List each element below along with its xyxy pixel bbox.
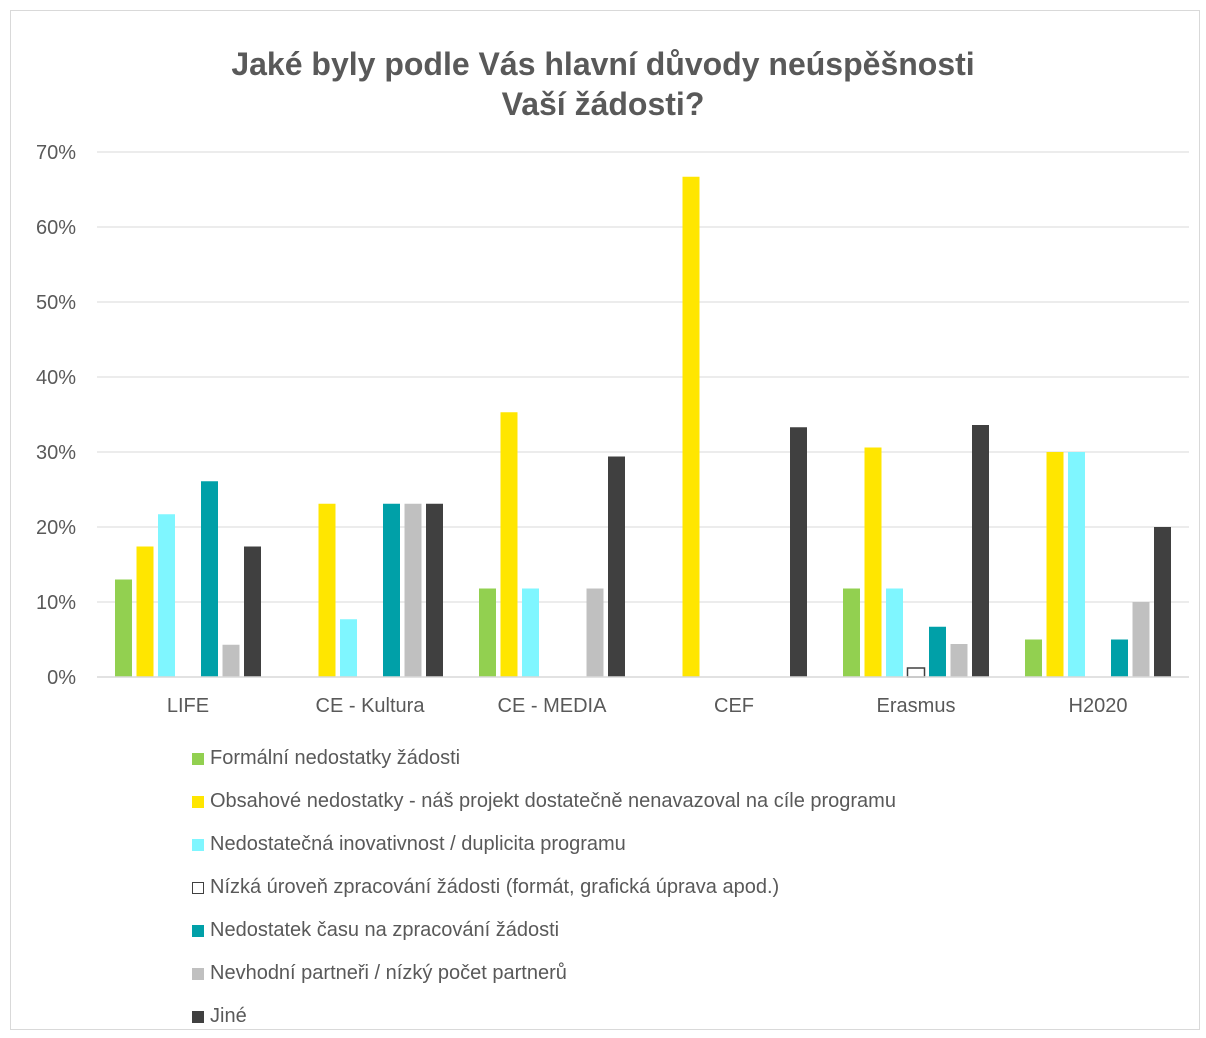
bar [929, 626, 946, 677]
bar [608, 456, 625, 677]
legend-label: Formální nedostatky žádosti [210, 747, 461, 769]
x-tick-label: LIFE [167, 695, 209, 717]
bar [906, 667, 926, 678]
legend-label: Nízká úroveň zpracování žádosti (formát,… [210, 876, 780, 898]
legend-item: Jiné [192, 995, 896, 1038]
legend-swatch [192, 1010, 204, 1023]
gridlines [97, 151, 1189, 603]
bar [426, 503, 443, 677]
bar [500, 412, 518, 677]
legend-swatch [192, 752, 204, 765]
bar [318, 503, 336, 677]
legend-label: Nedostatečná inovativnost / duplicita pr… [210, 833, 626, 855]
x-tick-label: CEF [714, 695, 754, 717]
bar [340, 619, 357, 677]
bar [1068, 452, 1085, 677]
legend-item: Obsahové nedostatky - náš projekt dostat… [192, 780, 896, 823]
bar [1132, 602, 1150, 677]
y-tick-label: 20% [36, 517, 76, 539]
chart-legend: Formální nedostatky žádosti Obsahové nedo… [192, 737, 896, 1038]
y-tick-label: 0% [47, 667, 76, 689]
bar [886, 588, 903, 677]
legend-label: Obsahové nedostatky - náš projekt dostat… [210, 790, 896, 812]
bar [1046, 452, 1064, 677]
bar [522, 588, 539, 677]
legend-item: Nízká úroveň zpracování žádosti (formát,… [192, 866, 896, 909]
y-tick-label: 40% [36, 367, 76, 389]
bar [404, 503, 422, 677]
legend-swatch [192, 838, 204, 851]
bar [950, 644, 968, 677]
y-tick-label: 30% [36, 442, 76, 464]
legend-swatch [192, 924, 204, 937]
legend-swatch [192, 881, 204, 894]
legend-item: Formální nedostatky žádosti [192, 737, 896, 780]
bar [479, 588, 496, 677]
bar [586, 588, 604, 677]
bar [864, 447, 882, 677]
legend-label: Nedostatek času na zpracování žádosti [210, 919, 560, 941]
y-tick-label: 70% [36, 142, 76, 164]
legend-item: Nevhodní partneři / nízký počet partnerů [192, 952, 896, 995]
chart-title: Jaké byly podle Vás hlavní důvody neúspě… [0, 44, 1206, 124]
bar [244, 546, 261, 677]
bar [972, 425, 989, 677]
legend-item: Nedostatek času na zpracování žádosti [192, 909, 896, 952]
axes: 0% 10% 20% 30% 40% 50% 60% 70% LIFE CE - Kultura C… [36, 142, 1189, 717]
legend-swatch [192, 795, 204, 808]
bar [115, 579, 132, 677]
bar [1025, 639, 1042, 677]
x-tick-label: CE - MEDIA [498, 695, 608, 717]
bar [790, 427, 807, 677]
legend-item: Nedostatečná inovativnost / duplicita pr… [192, 823, 896, 866]
y-tick-label: 50% [36, 292, 76, 314]
chart-title-line-1: Jaké byly podle Vás hlavní důvody neúspě… [231, 46, 975, 82]
y-tick-label: 60% [36, 217, 76, 239]
bar [201, 481, 218, 677]
y-tick-label: 10% [36, 592, 76, 614]
x-tick-label: CE - Kultura [316, 695, 426, 717]
bar [136, 546, 154, 677]
x-tick-label: H2020 [1069, 695, 1128, 717]
bar [682, 176, 700, 677]
chart-title-line-2: Vaší žádosti? [501, 86, 705, 122]
x-tick-label: Erasmus [877, 695, 956, 717]
bars [115, 176, 1171, 678]
bar [383, 503, 400, 677]
bar [843, 588, 860, 677]
legend-label: Jiné [210, 1005, 247, 1027]
legend-swatch [192, 967, 204, 980]
bar [222, 644, 240, 677]
bar [158, 514, 175, 677]
legend-label: Nevhodní partneři / nízký počet partnerů [210, 962, 567, 984]
bar [1111, 639, 1128, 677]
bar [1154, 527, 1171, 677]
